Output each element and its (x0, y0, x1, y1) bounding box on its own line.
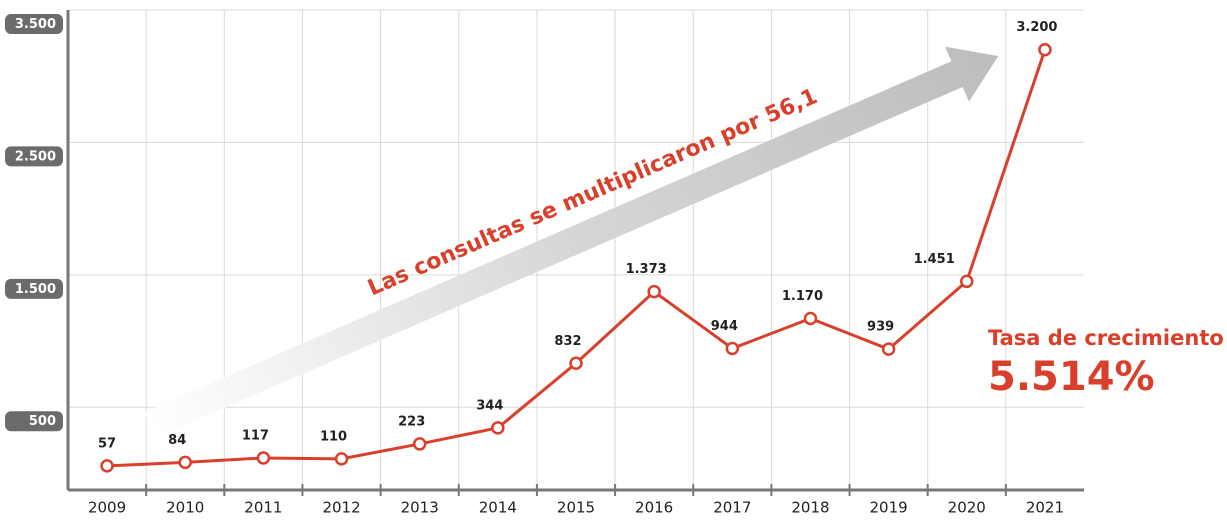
point (569, 356, 583, 371)
value-label: 223 (398, 414, 425, 429)
y-tick-label: 2.500 (15, 149, 56, 164)
trend-arrow: Las consultas se multiplicaron por 56,1 (144, 46, 999, 438)
point (256, 451, 271, 465)
value-label: 832 (554, 334, 581, 349)
y-tick-box (5, 146, 63, 167)
value-label: 1.451 (914, 252, 955, 267)
point (178, 455, 192, 470)
point (725, 341, 740, 356)
point (803, 311, 818, 326)
y-tick-label: 1.500 (15, 282, 56, 297)
x-tick-label: 2017 (713, 499, 751, 517)
annotation: Las consultas se multiplicaron por 56,1 (364, 84, 821, 301)
x-tick-label: 2010 (166, 499, 204, 517)
x-tick-label: 2016 (635, 499, 673, 517)
point (491, 421, 505, 435)
value-label: 344 (476, 398, 503, 413)
value-label: 84 (168, 433, 186, 448)
growth-label: Tasa de crecimiento (988, 326, 1224, 350)
x-tick-label: 2009 (88, 499, 126, 517)
x-tick-label: 2011 (244, 499, 282, 517)
x-tick-label: 2014 (479, 499, 517, 517)
y-tick-label: 500 (29, 414, 56, 429)
x-tick-label: 2012 (322, 499, 360, 517)
point (1038, 42, 1052, 57)
value-label: 110 (320, 429, 347, 444)
point (412, 437, 427, 451)
y-tick-box (5, 411, 63, 432)
point (960, 274, 974, 289)
value-label: 117 (242, 428, 269, 443)
value-label: 3.200 (1016, 20, 1057, 35)
growth-value: 5.514% (988, 354, 1155, 400)
y-tick-box (5, 14, 63, 34)
y-tick-box (5, 278, 63, 299)
x-tick-label: 2020 (948, 499, 986, 517)
x-tick-label: 2013 (401, 499, 439, 517)
x-tick-label: 2015 (557, 499, 595, 517)
y-tick-label: 3.500 (15, 17, 56, 32)
value-label: 1.373 (626, 262, 667, 277)
x-tick-label: 2018 (791, 499, 829, 517)
value-label: 1.170 (782, 289, 823, 304)
value-label: 939 (867, 320, 894, 335)
point (881, 342, 896, 356)
x-tick-label: 2021 (1026, 499, 1064, 517)
value-label: 57 (98, 436, 116, 451)
point (647, 284, 661, 299)
x-tick-label: 2019 (870, 499, 908, 517)
value-label: 944 (711, 319, 738, 334)
point (334, 452, 349, 466)
point (100, 459, 114, 473)
